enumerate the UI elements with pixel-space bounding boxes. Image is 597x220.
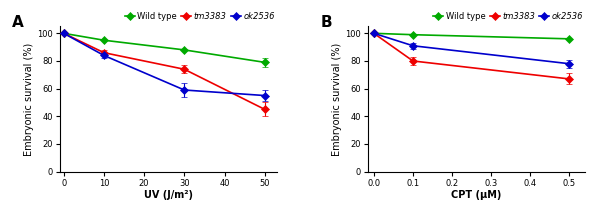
Text: B: B — [320, 15, 332, 30]
X-axis label: CPT (μM): CPT (μM) — [451, 190, 501, 200]
Legend: Wild type, tm3383, ok2536: Wild type, tm3383, ok2536 — [125, 12, 275, 21]
Y-axis label: Embryonic survival (%): Embryonic survival (%) — [333, 42, 343, 156]
Legend: Wild type, tm3383, ok2536: Wild type, tm3383, ok2536 — [433, 12, 583, 21]
Y-axis label: Embryonic survival (%): Embryonic survival (%) — [24, 42, 34, 156]
X-axis label: UV (J/m²): UV (J/m²) — [144, 190, 193, 200]
Text: A: A — [12, 15, 24, 30]
